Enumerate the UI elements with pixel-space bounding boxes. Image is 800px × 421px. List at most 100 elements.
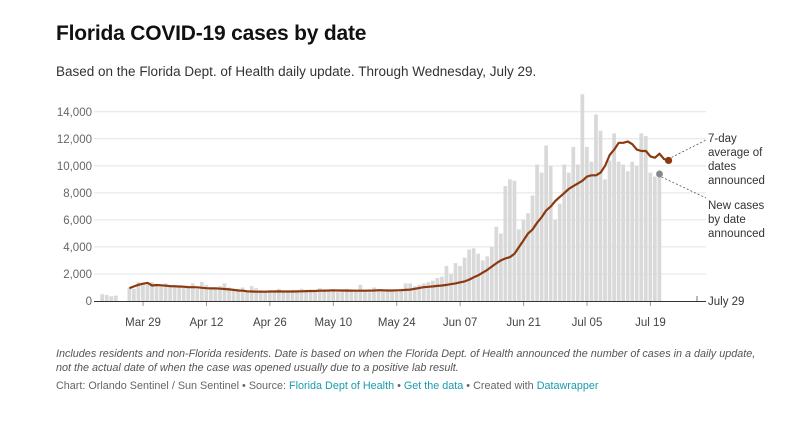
- bar: [172, 284, 177, 301]
- avg-label-leader: [671, 139, 707, 158]
- chart-credits: Chart: Orlando Sentinel / Sun Sentinel •…: [56, 380, 599, 392]
- bar: [281, 291, 286, 301]
- bar: [630, 161, 635, 301]
- bar: [308, 290, 313, 301]
- bar: [643, 136, 648, 301]
- chart-subtitle: Based on the Florida Dept. of Health dai…: [56, 64, 537, 79]
- bar: [585, 146, 589, 301]
- bar: [603, 179, 607, 301]
- bar: [489, 246, 494, 301]
- bar: [335, 292, 340, 301]
- get-data-link[interactable]: Get the data: [403, 380, 464, 392]
- x-tick-label: Jun 07: [443, 317, 478, 329]
- bar: [150, 282, 154, 301]
- bar: [575, 164, 580, 301]
- date-label: July 29: [708, 296, 744, 308]
- bar: [652, 176, 657, 301]
- bar: [376, 290, 381, 301]
- bar: [471, 248, 476, 301]
- bar: [322, 290, 327, 301]
- x-tick-label: Jul 19: [635, 317, 666, 329]
- bar: [530, 195, 535, 301]
- y-tick-label: 12,000: [57, 134, 92, 146]
- bar: [249, 286, 254, 301]
- bar: [476, 253, 481, 301]
- y-axis-labels: 0 2,000 4,000 6,000 8,000 10,000 12,000 14,000: [57, 107, 92, 308]
- y-tick-label: 6,000: [63, 215, 92, 227]
- bar: [263, 291, 268, 301]
- bar: [616, 161, 621, 301]
- bar: [426, 282, 431, 301]
- new-label-line: New cases: [708, 200, 764, 212]
- datawrapper-link[interactable]: Datawrapper: [536, 380, 599, 392]
- bar: [453, 263, 458, 301]
- new-cases-end-dot: [656, 170, 663, 178]
- x-tick-label: May 24: [378, 317, 416, 329]
- x-tick-label: Jun 21: [506, 317, 541, 329]
- avg-label-line: dates: [708, 161, 736, 173]
- bar: [240, 287, 245, 301]
- bar: [557, 203, 562, 301]
- bar: [621, 164, 626, 301]
- new-label-leader: [661, 176, 707, 199]
- bar: [480, 260, 485, 301]
- bar: [136, 282, 141, 301]
- bar: [431, 280, 435, 301]
- y-tick-label: 10,000: [57, 161, 92, 173]
- bar: [286, 292, 290, 301]
- bar: [199, 282, 204, 301]
- bar: [399, 288, 404, 301]
- bar: [245, 291, 249, 301]
- credits-prefix: Chart: Orlando Sentinel / Sun Sentinel •…: [56, 380, 290, 392]
- bar: [213, 288, 218, 301]
- bar: [195, 288, 200, 301]
- bar: [435, 278, 440, 301]
- bar: [363, 290, 367, 301]
- bar: [503, 186, 508, 301]
- bar: [317, 288, 322, 301]
- bar: [344, 288, 349, 301]
- bar: [109, 296, 114, 301]
- bar: [104, 294, 109, 301]
- x-tick-label: Mar 29: [125, 317, 161, 329]
- bar: [163, 283, 168, 301]
- bar: [648, 172, 653, 301]
- bar: [100, 294, 105, 301]
- x-axis-labels: Mar 29 Apr 12 Apr 26 May 10 May 24 Jun 07 Jun …: [125, 302, 666, 329]
- bar: [417, 284, 422, 301]
- bar: [127, 287, 132, 301]
- y-tick-label: 2,000: [63, 269, 92, 281]
- bar: [580, 94, 585, 301]
- annotations: 7-day average of dates announced New cases by…: [661, 133, 765, 308]
- credits-sep2: • Created with: [463, 380, 537, 392]
- bar: [634, 165, 639, 301]
- bar: [612, 133, 616, 301]
- bar: [412, 286, 417, 301]
- bar: [589, 161, 594, 301]
- bar: [462, 257, 467, 301]
- bar: [326, 291, 331, 301]
- bar: [272, 290, 277, 301]
- new-label-line: announced: [708, 228, 765, 240]
- bar: [267, 292, 272, 301]
- y-tick-label: 8,000: [63, 188, 92, 200]
- bar-series: [100, 94, 662, 301]
- bar: [132, 288, 136, 301]
- bar: [177, 285, 182, 301]
- bar: [571, 146, 576, 301]
- bar: [204, 284, 209, 301]
- avg-line: [128, 140, 669, 293]
- new-label-line: by date: [708, 214, 746, 226]
- bar: [394, 291, 399, 301]
- bar: [227, 287, 231, 301]
- bar: [440, 276, 444, 301]
- bar: [236, 288, 240, 301]
- bar: [295, 290, 299, 301]
- source-link[interactable]: Florida Dept of Health: [289, 380, 395, 392]
- bar: [349, 291, 354, 301]
- bar: [421, 283, 426, 301]
- bar: [562, 164, 567, 301]
- bar: [372, 287, 376, 301]
- bar: [521, 219, 526, 301]
